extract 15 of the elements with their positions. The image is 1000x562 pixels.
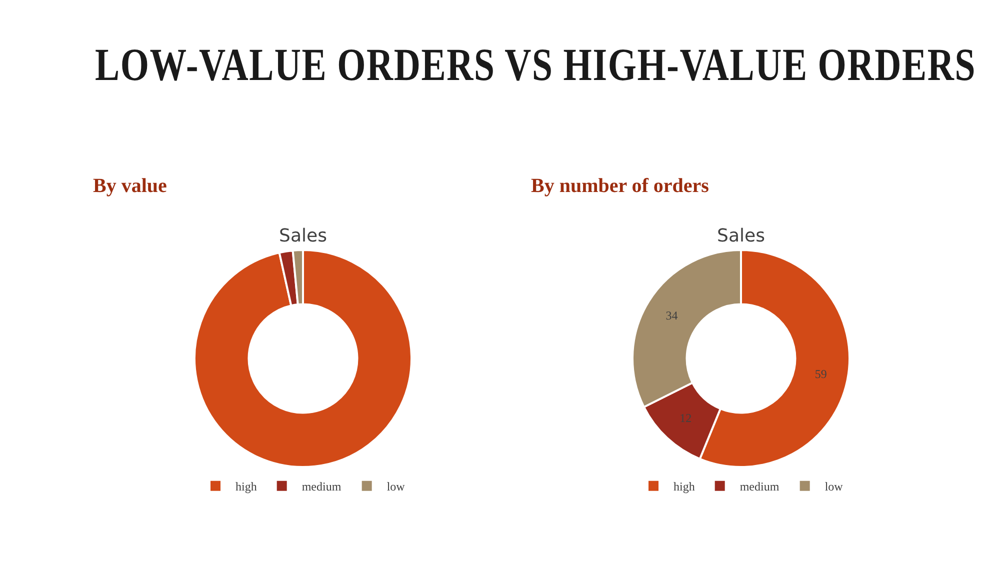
legend-label: medium <box>302 480 342 494</box>
legend-label: low <box>386 480 406 494</box>
chart-subtitle: By value <box>93 175 167 198</box>
data-label: 59 <box>814 367 827 382</box>
data-label: 12 <box>680 411 692 426</box>
legend-label: low <box>824 480 844 494</box>
chart-subtitle: By number of orders <box>531 175 709 198</box>
data-label: 34 <box>666 308 678 323</box>
legend-label: high <box>236 480 257 494</box>
chart-title: Sales <box>717 225 765 246</box>
donut-slice <box>194 249 412 468</box>
chart-title: Sales <box>279 225 327 246</box>
text: LOW-VALUE ORDERS VS HIGH-VALUE ORDERS <box>95 38 976 91</box>
legend-label: high <box>674 480 695 494</box>
legend-label: medium <box>740 480 780 494</box>
